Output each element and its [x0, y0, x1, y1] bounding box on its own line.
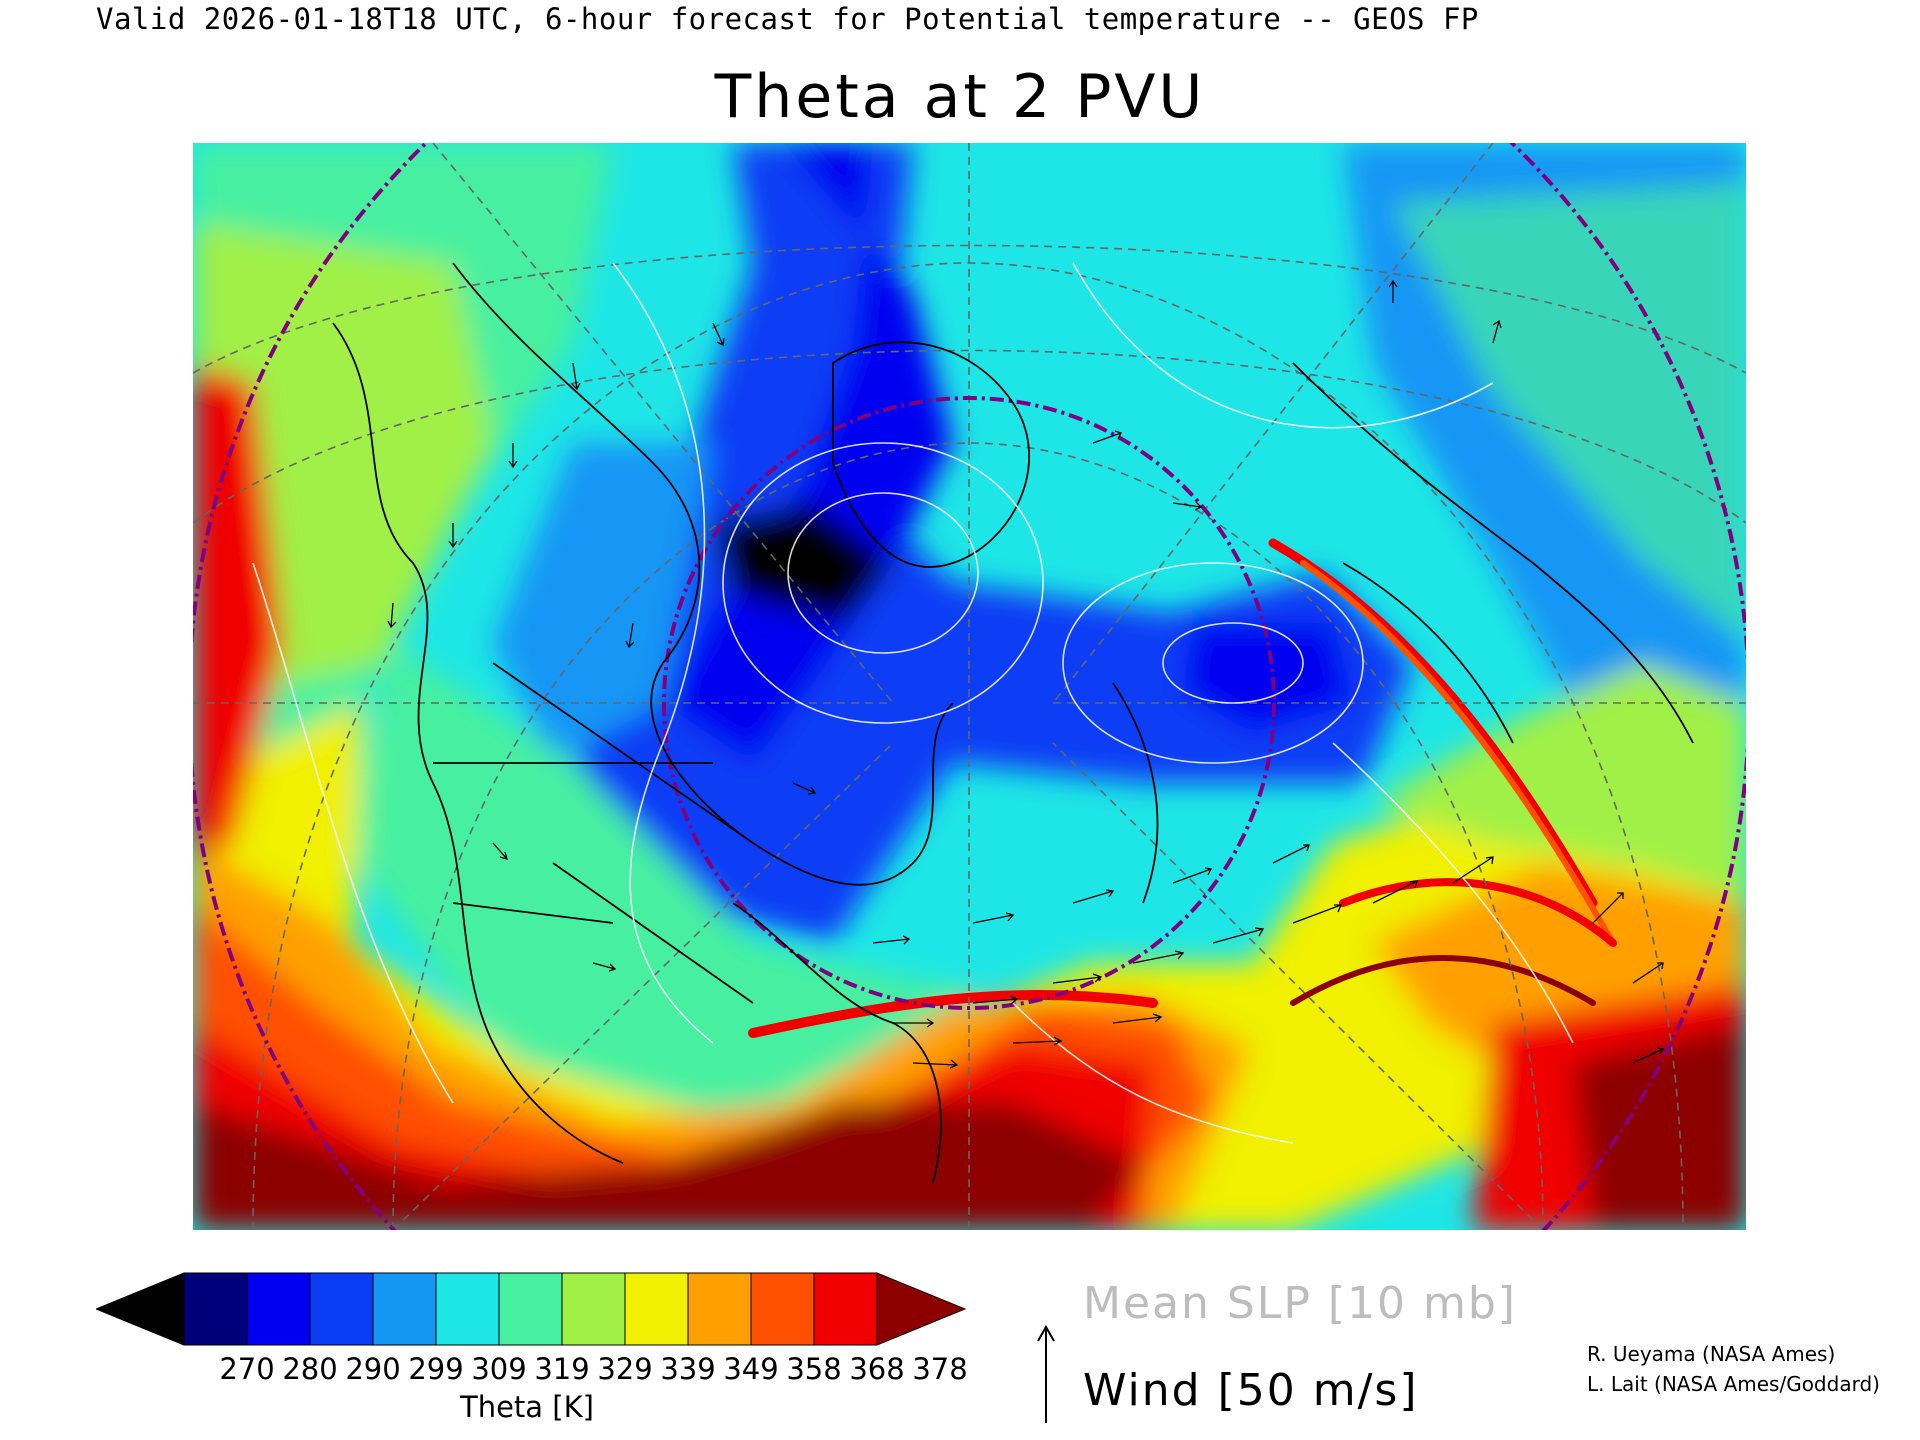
colorbar-segment [309, 1272, 374, 1346]
colorbar-tick-label: 270 [219, 1352, 275, 1386]
colorbar-over-triangle [876, 1272, 967, 1346]
colorbar-tick-label: 349 [723, 1352, 779, 1386]
colorbar-title: Theta [K] [460, 1390, 594, 1424]
valid-time-header: Valid 2026-01-18T18 UTC, 6-hour forecast… [96, 2, 1479, 36]
colorbar-segment [687, 1272, 752, 1346]
slp-contours [252, 262, 1574, 1144]
slp-legend-label: Mean SLP [10 mb] [1083, 1278, 1517, 1329]
colorbar-tick-label: 319 [534, 1352, 590, 1386]
coastlines [332, 262, 1694, 1184]
colorbar-segment [498, 1272, 563, 1346]
colorbar-segment [624, 1272, 689, 1346]
colorbar-segment [372, 1272, 437, 1346]
theta-map [193, 143, 1746, 1230]
colorbar-under-triangle [94, 1272, 185, 1346]
colorbar-segment [813, 1272, 878, 1346]
colorbar-tick-label: 299 [408, 1352, 464, 1386]
wind-reference-arrow [1034, 1324, 1058, 1429]
page-title: Theta at 2 PVU [714, 62, 1206, 132]
colorbar-tick-label: 329 [597, 1352, 653, 1386]
theta-colorbar [94, 1263, 976, 1357]
colorbar-tick-label: 339 [660, 1352, 716, 1386]
colorbar-segment [435, 1272, 500, 1346]
credit-line-2: L. Lait (NASA Ames/Goddard) [1587, 1372, 1880, 1396]
colorbar-tick-label: 280 [282, 1352, 338, 1386]
wind-legend-label: Wind [50 m/s] [1083, 1365, 1419, 1416]
colorbar-segment [246, 1272, 311, 1346]
colorbar-segment [183, 1272, 248, 1346]
colorbar-tick-label: 358 [786, 1352, 842, 1386]
colorbar-segment [750, 1272, 815, 1346]
credit-line-1: R. Ueyama (NASA Ames) [1587, 1342, 1836, 1366]
colorbar-tick-label: 378 [912, 1352, 968, 1386]
colorbar-tick-label: 309 [471, 1352, 527, 1386]
theta-field [193, 143, 1746, 1230]
wind-vectors [387, 279, 1665, 1069]
reference-circles [193, 143, 1746, 1230]
jet-filaments [748, 538, 1617, 1038]
colorbar-tick-label: 290 [345, 1352, 401, 1386]
colorbar-segment [561, 1272, 626, 1346]
colorbar-tick-label: 368 [849, 1352, 905, 1386]
latlon-grid [193, 143, 1746, 1230]
